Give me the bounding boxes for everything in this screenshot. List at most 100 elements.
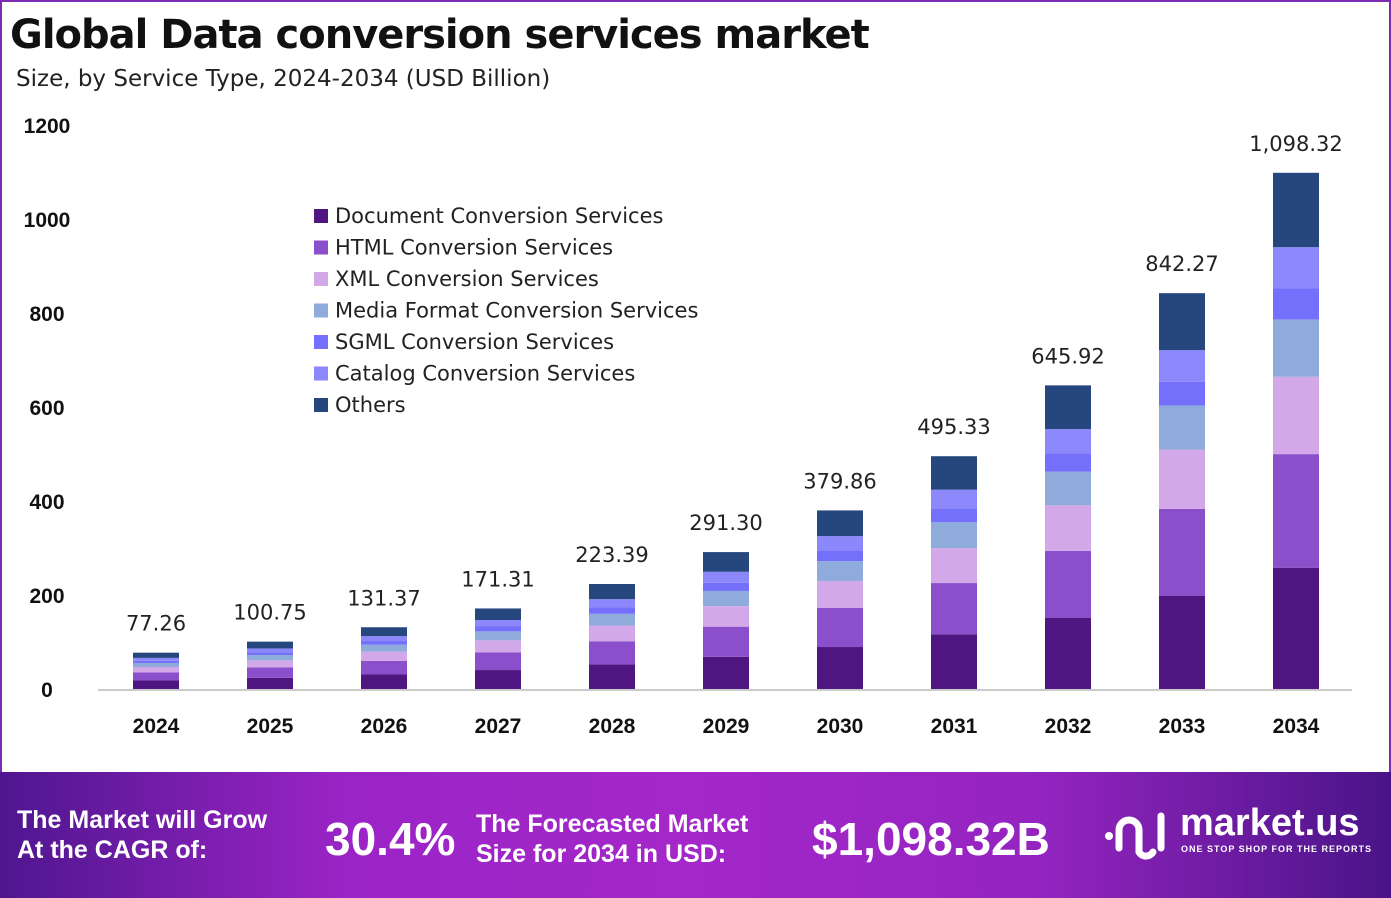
total-data-label: 1,098.32 [1249,132,1343,156]
bar-segment [133,680,179,689]
bar-segment [361,636,407,642]
bar-segment [1159,508,1205,596]
bar-segment [1159,350,1205,382]
bar-segment [817,647,863,689]
bar-segment [133,657,179,661]
x-tick-label: 2027 [475,715,522,738]
bar-segment [931,522,977,549]
x-tick-label: 2032 [1045,715,1092,738]
x-tick-label: 2030 [817,715,864,738]
bar-segment [361,674,407,689]
x-tick-label: 2028 [589,715,636,738]
total-data-label: 379.86 [803,469,876,493]
total-data-label: 223.39 [575,543,648,567]
total-data-label: 495.33 [917,415,990,439]
bar-segment [247,667,293,678]
bar-segment [703,626,749,657]
legend-swatch [314,303,328,318]
total-data-label: 645.92 [1031,344,1104,368]
y-tick-label: 200 [29,585,64,608]
bar-segment [817,607,863,648]
chart-title: Global Data conversion services market [10,12,870,58]
bar-segment [1045,550,1091,618]
bar-segment [817,536,863,551]
x-tick-label: 2034 [1273,715,1320,738]
chart-subtitle: Size, by Service Type, 2024-2034 (USD Bi… [16,66,551,92]
bar-segment [247,641,293,649]
forecast-value: $1,098.32B [812,813,1050,865]
bar-segment [817,510,863,537]
bar-segment [133,660,179,663]
x-tick-label: 2031 [931,715,978,738]
bar-segment [1045,385,1091,430]
logo-tagline: ONE STOP SHOP FOR THE REPORTS [1181,844,1373,854]
bar-segment [931,456,977,490]
legend-label: Catalog Conversion Services [335,362,635,386]
bar-segment [931,489,977,509]
bar-segment [1273,454,1319,568]
bar-segment [133,672,179,681]
x-tick-label: 2033 [1159,715,1206,738]
legend-swatch [314,335,328,349]
x-tick-label: 2026 [361,715,408,738]
bar-segment [1159,595,1205,689]
legend-label: Document Conversion Services [335,204,663,228]
bar-segment [247,677,293,689]
total-data-label: 291.30 [689,511,762,535]
forecast-label-line1: The Forecasted Market [476,810,749,838]
bar-segment [361,644,407,652]
bar-segment [589,664,635,689]
bar-segment [475,652,521,671]
y-tick-label: 1000 [24,209,71,232]
bar-segment [361,651,407,661]
bar-segment [589,641,635,665]
legend-label: XML Conversion Services [335,267,599,291]
bar-segment [475,640,521,653]
bar-segment [361,660,407,675]
x-tick-label: 2029 [703,715,750,738]
cagr-label-line1: The Market will Grow [17,806,268,834]
total-data-label: 131.37 [347,586,420,610]
bar-segment [703,656,749,689]
bar-segment [1045,505,1091,551]
total-data-label: 100.75 [233,601,306,625]
legend-swatch [314,240,328,255]
bar-segment [931,508,977,523]
market-us-logo-icon [1105,812,1165,860]
x-tick-label: 2025 [247,715,294,738]
bar-segment [589,613,635,626]
total-data-label: 842.27 [1145,252,1218,276]
bar-segment [589,584,635,600]
legend-label: SGML Conversion Services [335,330,614,354]
bar-segment [1045,617,1091,689]
bar-segment [1159,405,1205,450]
bar-segment [475,620,521,627]
bar-segment [817,550,863,562]
bar-segment [475,608,521,621]
bar-segment [931,548,977,584]
bar-segment [1159,449,1205,509]
legend-swatch [314,272,328,286]
cagr-value: 30.4% [325,813,456,865]
cagr-label-line2: At the CAGR of: [17,836,208,864]
bar-segment [133,667,179,673]
bar-segment [589,599,635,608]
bar-segment [361,627,407,637]
y-tick-label: 0 [41,679,53,702]
bar-segment [931,583,977,635]
bar-segment [817,580,863,608]
legend-label: Media Format Conversion Services [335,299,698,323]
bar-segment [703,606,749,627]
bar-segment [1045,471,1091,506]
total-data-label: 77.26 [126,612,186,636]
bar-segment [817,561,863,581]
bar-segment [475,626,521,632]
stacked-bar-chart: 0 200 400 600 800 1000 1200 77.26 2024 100.75 2025… [24,115,1352,738]
bar-segment [1273,288,1319,320]
legend-label: Others [335,393,406,417]
logo-text: market.us [1180,802,1360,844]
bar-segment [589,607,635,614]
total-data-label: 171.31 [461,567,534,591]
bar-segment [703,571,749,583]
bar-segment [589,625,635,642]
